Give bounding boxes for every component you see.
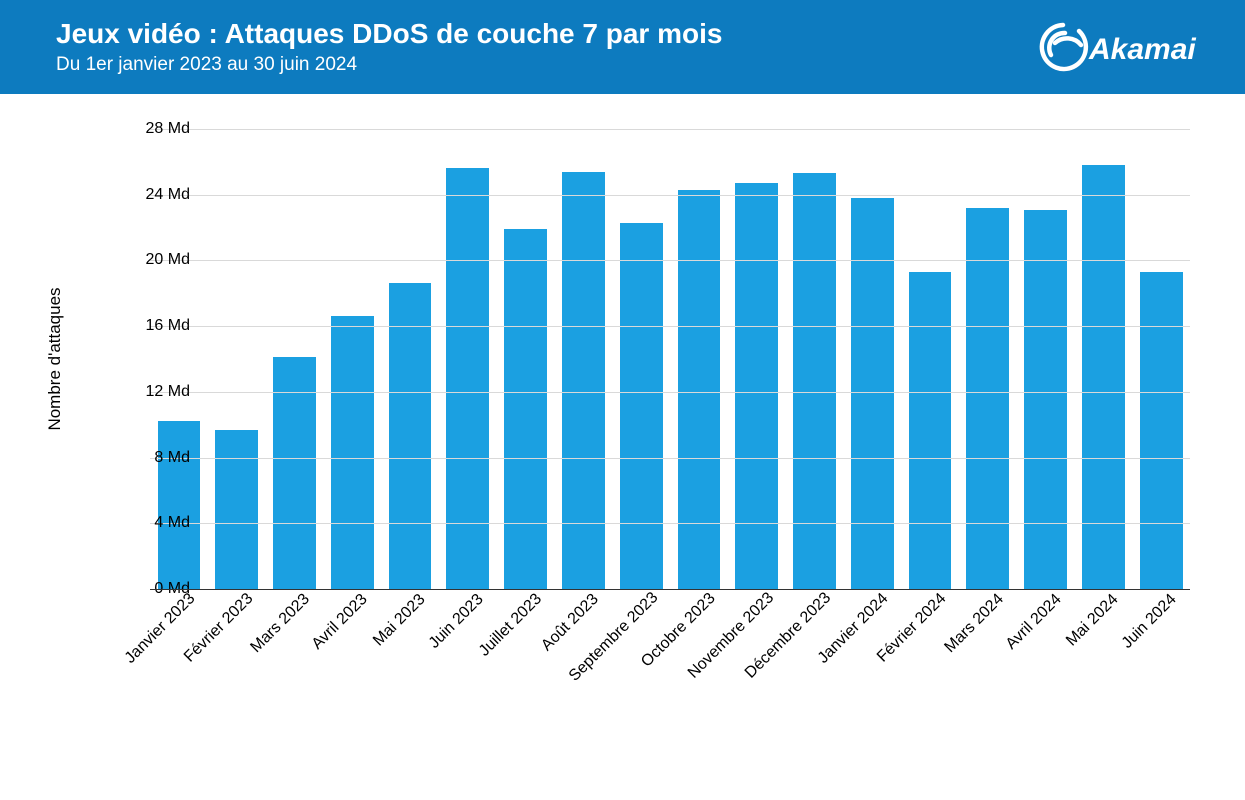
- gridline: [150, 326, 1190, 327]
- bar: [909, 272, 952, 589]
- bar: [966, 208, 1009, 589]
- bar-slot: Août 2023: [554, 129, 612, 589]
- xtick-label: Juillet 2023: [475, 590, 545, 660]
- bar: [620, 223, 663, 589]
- xtick-label: Juin 2024: [1119, 591, 1181, 653]
- xtick-label: Juin 2023: [425, 591, 487, 653]
- chart-header: Jeux vidéo : Attaques DDoS de couche 7 p…: [0, 0, 1245, 94]
- ytick-label: 16 Md: [110, 317, 190, 335]
- bar-slot: Janvier 2024: [843, 129, 901, 589]
- bar: [389, 283, 432, 589]
- bar-slot: Avril 2024: [1017, 129, 1075, 589]
- bar: [1082, 165, 1125, 589]
- akamai-logo: Akamai: [1035, 19, 1205, 75]
- bar: [562, 172, 605, 589]
- plot-region: Janvier 2023Février 2023Mars 2023Avril 2…: [150, 129, 1190, 589]
- bar-slot: Mai 2024: [1075, 129, 1133, 589]
- bar-slot: Juin 2024: [1132, 129, 1190, 589]
- bar: [504, 229, 547, 589]
- xtick-label: Mai 2023: [370, 591, 429, 650]
- bar-slot: Juillet 2023: [497, 129, 555, 589]
- bar: [158, 421, 201, 589]
- gridline: [150, 195, 1190, 196]
- bar-slot: Novembre 2023: [728, 129, 786, 589]
- gridline: [150, 129, 1190, 130]
- bar: [1024, 210, 1067, 590]
- xtick-label: Mars 2024: [941, 591, 1007, 657]
- bar-slot: Février 2023: [208, 129, 266, 589]
- ytick-label: 4 Md: [110, 514, 190, 532]
- xtick-label: Avril 2023: [309, 591, 372, 654]
- ytick-label: 8 Md: [110, 449, 190, 467]
- bar: [793, 173, 836, 589]
- chart-area: Nombre d'attaques Janvier 2023Février 20…: [0, 94, 1245, 784]
- gridline: [150, 392, 1190, 393]
- bar: [678, 190, 721, 589]
- bar: [215, 430, 258, 589]
- bar-slot: Mars 2023: [266, 129, 324, 589]
- xtick-label: Avril 2024: [1002, 591, 1065, 654]
- bar-slot: Mai 2023: [381, 129, 439, 589]
- bar-slot: Décembre 2023: [786, 129, 844, 589]
- chart-subtitle: Du 1er janvier 2023 au 30 juin 2024: [56, 54, 722, 76]
- ytick-label: 24 Md: [110, 186, 190, 204]
- ytick-label: 12 Md: [110, 383, 190, 401]
- gridline: [150, 458, 1190, 459]
- bar: [446, 168, 489, 589]
- bar: [851, 198, 894, 589]
- xtick-label: Mars 2023: [248, 591, 314, 657]
- header-text-block: Jeux vidéo : Attaques DDoS de couche 7 p…: [56, 18, 722, 76]
- chart-title: Jeux vidéo : Attaques DDoS de couche 7 p…: [56, 18, 722, 50]
- bar-slot: Septembre 2023: [612, 129, 670, 589]
- bar: [331, 316, 374, 589]
- bar-slot: Octobre 2023: [670, 129, 728, 589]
- x-axis-line: [150, 589, 1190, 590]
- gridline: [150, 523, 1190, 524]
- logo-text: Akamai: [1088, 33, 1196, 66]
- bars-container: Janvier 2023Février 2023Mars 2023Avril 2…: [150, 129, 1190, 589]
- bar: [735, 183, 778, 589]
- bar-slot: Février 2024: [901, 129, 959, 589]
- bar-slot: Avril 2023: [323, 129, 381, 589]
- yaxis-title: Nombre d'attaques: [45, 287, 65, 430]
- bar: [1140, 272, 1183, 589]
- bar-slot: Juin 2023: [439, 129, 497, 589]
- ytick-label: 20 Md: [110, 251, 190, 269]
- gridline: [150, 260, 1190, 261]
- xtick-label: Mai 2024: [1063, 591, 1122, 650]
- ytick-label: 28 Md: [110, 120, 190, 138]
- bar-slot: Mars 2024: [959, 129, 1017, 589]
